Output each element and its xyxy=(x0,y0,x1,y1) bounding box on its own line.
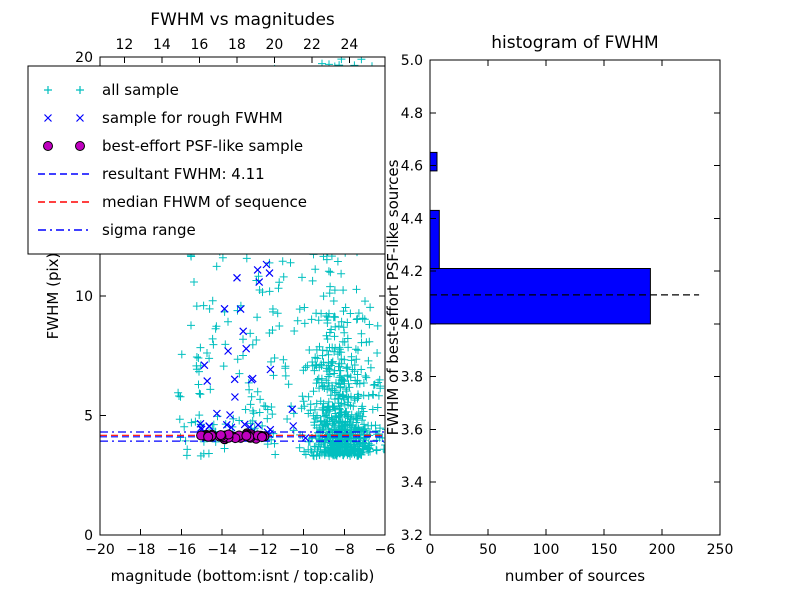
legend-x-marker xyxy=(44,114,52,122)
hist-y-tick-label: 3.6 xyxy=(401,422,423,438)
x-tick-label: −12 xyxy=(248,542,278,558)
legend-label: all sample xyxy=(102,81,179,99)
hist-y-tick-label: 4.8 xyxy=(401,106,423,122)
histogram-bar xyxy=(429,209,440,269)
legend: all sample sample for rough FWHM best-effo… xyxy=(27,65,386,255)
x-tick-label: −20 xyxy=(85,542,115,558)
x-tick-label: −18 xyxy=(126,542,156,558)
x-tick-label: −14 xyxy=(207,542,237,558)
psf-marker xyxy=(215,430,226,441)
hist-y-tick-label: 5.0 xyxy=(401,53,423,69)
legend-plus-marker xyxy=(44,86,52,94)
psf-marker xyxy=(241,430,252,441)
legend-label: sigma range xyxy=(102,221,196,239)
legend-x-marker xyxy=(76,114,84,122)
hist-x-tick-label: 150 xyxy=(591,542,618,558)
top-tick-label: 24 xyxy=(340,37,358,53)
y-tick-label: 5 xyxy=(84,409,93,425)
hist-x-tick-label: 200 xyxy=(649,542,676,558)
scatter-psf-sample xyxy=(196,428,270,445)
hist-x-tick-label: 50 xyxy=(479,542,497,558)
x-tick-label: −8 xyxy=(334,542,355,558)
top-tick-label: 20 xyxy=(265,37,283,53)
top-tick-label: 16 xyxy=(190,37,208,53)
y-tick-label: 10 xyxy=(75,289,93,305)
hist-title: histogram of FWHM xyxy=(491,33,658,53)
x-tick-label: −16 xyxy=(167,542,197,558)
histogram-bar xyxy=(429,268,651,325)
hist-y-tick-label: 3.8 xyxy=(401,370,423,386)
legend-circle-marker xyxy=(75,141,85,151)
hist-y-tick-label: 3.4 xyxy=(401,475,423,491)
hist-xlabel: number of sources xyxy=(505,567,645,585)
hist-x-tick-label: 250 xyxy=(707,542,734,558)
scatter-title: FWHM vs magnitudes xyxy=(150,10,335,30)
top-tick-label: 18 xyxy=(228,37,246,53)
hist-y-tick-label: 4.6 xyxy=(401,159,423,175)
histogram-bar xyxy=(429,151,438,172)
histogram-bars xyxy=(429,151,700,325)
reference-lines xyxy=(100,431,385,442)
legend-plus-marker xyxy=(76,86,84,94)
legend-box xyxy=(27,65,386,255)
hist-y-tick-label: 4.2 xyxy=(401,264,423,280)
y-tick-label: 20 xyxy=(75,50,93,66)
top-tick-label: 12 xyxy=(115,37,133,53)
legend-label: median FHWM of sequence xyxy=(102,193,307,211)
legend-label: resultant FWHM: 4.11 xyxy=(102,165,265,183)
top-tick-label: 22 xyxy=(303,37,321,53)
hist-y-tick-label: 4.4 xyxy=(401,211,423,227)
top-tick-label: 14 xyxy=(153,37,171,53)
scatter-xlabel: magnitude (bottom:isnt / top:calib) xyxy=(111,567,375,585)
hist-y-tick-label: 3.2 xyxy=(401,528,423,544)
psf-marker xyxy=(203,431,214,442)
psf-marker xyxy=(257,432,267,442)
right-axes-frame xyxy=(429,59,721,536)
hist-ylabel: FWHM of best-effort PSF-like sources xyxy=(384,159,402,435)
hist-x-tick-label: 0 xyxy=(426,542,435,558)
legend-circle-marker xyxy=(43,141,53,151)
legend-label: sample for rough FWHM xyxy=(102,109,283,127)
y-tick-label: 0 xyxy=(84,528,93,544)
hist-y-tick-label: 4.0 xyxy=(401,317,423,333)
x-tick-label: −6 xyxy=(375,542,396,558)
x-tick-label: −10 xyxy=(289,542,319,558)
scatter-ylabel: FWHM (pix) xyxy=(44,253,62,340)
hist-x-tick-label: 100 xyxy=(533,542,560,558)
legend-label: best-effort PSF-like sample xyxy=(102,137,303,155)
